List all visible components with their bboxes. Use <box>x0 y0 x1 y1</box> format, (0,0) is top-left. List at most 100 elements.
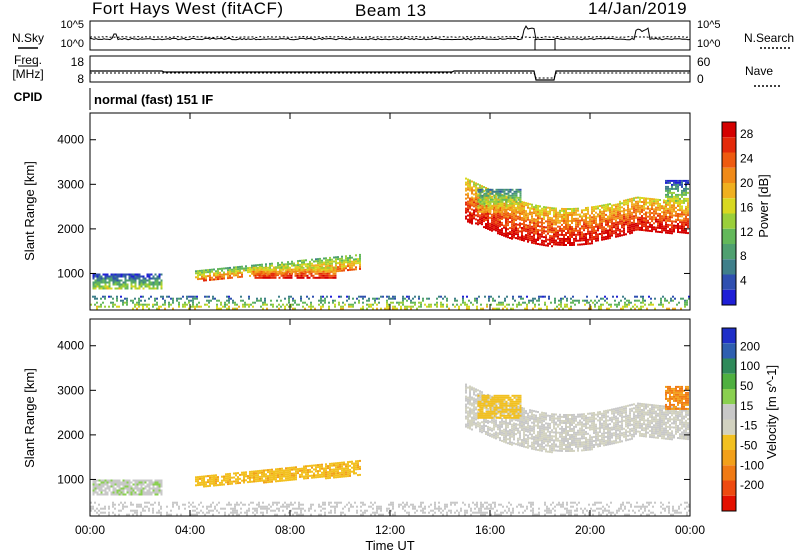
heatmap-cell-early-band <box>138 273 141 276</box>
heatmap-cell-evening-band <box>601 224 603 227</box>
heatmap-cell-ground-scatter-layer <box>144 303 146 306</box>
heatmap-cell-evening-band <box>605 219 607 222</box>
heatmap-cell-ground-scatter-layer <box>578 501 580 504</box>
heatmap-cell-ground-scatter-layer <box>328 305 330 308</box>
heatmap-cell-early-band <box>130 487 133 490</box>
heatmap-cell-early-band <box>110 279 113 282</box>
heatmap-cell-early-band <box>128 489 131 492</box>
heatmap-cell-ground-scatter-layer <box>304 509 306 512</box>
heatmap-cell-evening-band <box>651 218 653 221</box>
heatmap-cell-evening-band <box>617 207 619 210</box>
heatmap-cell-early-band <box>156 283 159 286</box>
heatmap-cell-evening-high <box>497 206 500 209</box>
heatmap-cell-ionospheric-peak <box>304 272 307 275</box>
heatmap-cell-ground-scatter-layer <box>424 303 426 306</box>
heatmap-cell-ground-scatter-layer <box>102 507 104 510</box>
heatmap-cell-late-high <box>669 199 671 202</box>
heatmap-cell-evening-band <box>645 221 647 224</box>
heatmap-cell-early-band <box>142 487 145 490</box>
heatmap-cell-evening-band <box>525 204 527 207</box>
heatmap-cell-late-high <box>677 193 679 196</box>
heatmap-cell-ground-scatter-layer <box>166 295 168 298</box>
heatmap-cell-ground-scatter-layer <box>594 299 596 302</box>
heatmap-cell-ionospheric-band <box>299 467 301 470</box>
heatmap-cell-ionospheric-peak <box>272 272 275 275</box>
heatmap-cell-ionospheric-band <box>339 463 341 466</box>
heatmap-cell-ionospheric-band <box>335 476 337 479</box>
heatmap-cell-evening-band <box>629 212 631 215</box>
heatmap-cell-ionospheric-band <box>271 472 273 475</box>
heatmap-cell-evening-band <box>599 209 601 211</box>
heatmap-cell-early-band <box>94 281 97 284</box>
heatmap-cell-ground-scatter-layer <box>204 303 206 306</box>
heatmap-cell-evening-band <box>523 225 525 228</box>
heatmap-cell-evening-band <box>497 220 499 223</box>
heatmap-cell-evening-band <box>523 209 525 212</box>
heatmap-cell-ionospheric-peak <box>252 272 255 275</box>
heatmap-cell-ionospheric-peak <box>260 274 263 277</box>
heatmap-cell-ground-scatter-layer <box>140 303 142 306</box>
heatmap-cell-evening-high <box>499 196 502 199</box>
heatmap-cell-ionospheric-band <box>343 265 345 268</box>
heatmap-cell-ground-scatter-layer <box>486 511 488 514</box>
heatmap-cell-ground-scatter-layer <box>444 295 446 298</box>
heatmap-cell-ionospheric-peak <box>308 270 311 273</box>
heatmap-cell-ground-scatter-layer <box>322 501 324 504</box>
heatmap-cell-evening-band <box>619 214 621 217</box>
heatmap-cell-evening-band <box>683 223 685 226</box>
heatmap-cell-ionospheric-band <box>339 471 341 474</box>
heatmap-cell-evening-band <box>619 210 621 213</box>
heatmap-cell-evening-high <box>493 198 496 201</box>
heatmap-cell-ionospheric-band <box>207 475 209 478</box>
heatmap-cell-evening-high <box>477 188 480 191</box>
heatmap-cell-ground-scatter-layer <box>504 299 506 302</box>
heatmap-cell-ionospheric-band <box>209 272 211 275</box>
heatmap-cell-ground-scatter-layer <box>142 509 144 512</box>
heatmap-cell-evening-band <box>493 220 495 223</box>
heatmap-cell-evening-band <box>625 233 627 236</box>
heatmap-cell-ionospheric-peak <box>268 268 271 271</box>
heatmap-cell-ground-scatter-layer <box>436 301 438 304</box>
heatmap-cell-evening-band <box>541 239 543 242</box>
heatmap-cell-ground-scatter-layer <box>494 307 496 310</box>
heatmap-cell-evening-band <box>623 201 625 204</box>
heatmap-cell-evening-band <box>567 216 569 218</box>
heatmap-cell-early-band <box>114 275 117 278</box>
heatmap-cell-ground-scatter-layer <box>432 509 434 512</box>
heatmap-cell-ground-scatter-layer <box>512 509 514 512</box>
heatmap-cell-evening-band <box>667 207 669 210</box>
heatmap-cell-ground-scatter-layer <box>376 297 378 300</box>
heatmap-cell-ground-scatter-layer <box>446 511 448 514</box>
heatmap-cell-ionospheric-peak <box>262 272 265 275</box>
heatmap-cell-ground-scatter-layer <box>526 303 528 306</box>
heatmap-cell-ionospheric-band <box>349 260 351 263</box>
heatmap-cell-evening-band <box>533 224 535 227</box>
heatmap-cell-ground-scatter-layer <box>538 513 540 516</box>
heatmap-cell-ground-scatter-layer <box>168 303 170 306</box>
heatmap-cell-early-band <box>142 287 145 290</box>
heatmap-cell-evening-band <box>651 208 653 211</box>
heatmap-cell-early-band <box>140 483 143 486</box>
heatmap-cell-evening-band <box>593 236 595 238</box>
heatmap-cell-evening-band <box>563 222 565 224</box>
heatmap-cell-evening-band <box>639 226 641 229</box>
heatmap-cell-evening-high <box>509 190 512 193</box>
heatmap-cell-evening-band <box>507 222 509 225</box>
heatmap-cell-ionospheric-band <box>255 472 257 475</box>
heatmap-cell-ground-scatter-layer <box>290 501 292 504</box>
heatmap-cell-evening-band <box>659 199 661 201</box>
heatmap-cell-ionospheric-band <box>243 473 245 476</box>
heatmap-cell-evening-band <box>527 226 529 229</box>
heatmap-cell-ionospheric-band <box>329 466 331 469</box>
heatmap-cell-ground-scatter-layer <box>342 301 344 304</box>
heatmap-cell-ground-scatter-layer <box>442 513 444 516</box>
heatmap-cell-evening-band <box>559 221 561 224</box>
heatmap-cell-ionospheric-band <box>299 259 301 262</box>
heatmap-cell-ionospheric-peak <box>296 276 299 279</box>
heatmap-cell-ground-scatter-layer <box>426 297 428 300</box>
heatmap-cell-ionospheric-band <box>195 476 197 479</box>
heatmap-cell-evening-high <box>509 204 512 207</box>
heatmap-cell-ionospheric-band <box>329 464 331 467</box>
heatmap-cell-early-band <box>110 481 113 484</box>
heatmap-cell-evening-band <box>469 183 471 186</box>
